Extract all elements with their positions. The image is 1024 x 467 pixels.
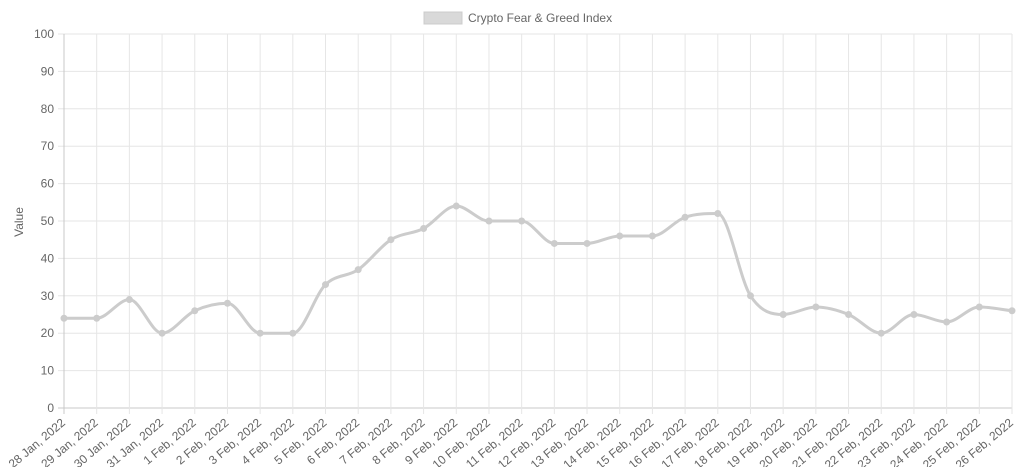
legend-label[interactable]: Crypto Fear & Greed Index: [468, 11, 612, 25]
data-point[interactable]: [779, 311, 787, 318]
series-line: [63, 204, 1013, 335]
data-point[interactable]: [845, 311, 853, 318]
legend[interactable]: Crypto Fear & Greed Index: [423, 11, 612, 25]
y-tick-label: 90: [41, 64, 55, 78]
data-point[interactable]: [583, 239, 591, 247]
grid: [58, 33, 1013, 414]
data-point[interactable]: [322, 281, 330, 289]
data-point[interactable]: [158, 329, 166, 337]
data-point[interactable]: [975, 303, 983, 311]
data-point[interactable]: [518, 217, 526, 225]
data-point[interactable]: [452, 202, 460, 210]
data-point[interactable]: [550, 239, 558, 247]
data-point[interactable]: [256, 329, 264, 337]
data-point[interactable]: [812, 303, 820, 311]
data-point[interactable]: [1008, 307, 1016, 315]
data-point[interactable]: [485, 217, 493, 225]
data-point[interactable]: [877, 329, 885, 337]
data-point[interactable]: [943, 318, 951, 326]
y-tick-label: 40: [41, 251, 55, 265]
y-tick-label: 10: [41, 364, 55, 378]
data-point[interactable]: [714, 210, 722, 218]
y-tick-label: 80: [41, 102, 55, 116]
data-point[interactable]: [648, 232, 656, 240]
legend-swatch[interactable]: [423, 11, 463, 25]
data-point[interactable]: [910, 311, 918, 318]
data-point[interactable]: [191, 307, 199, 315]
y-tick-label: 100: [34, 27, 54, 41]
data-point[interactable]: [420, 224, 428, 232]
data-point[interactable]: [125, 296, 133, 304]
data-point[interactable]: [387, 236, 395, 244]
data-point[interactable]: [354, 266, 362, 274]
data-point[interactable]: [616, 232, 624, 240]
y-tick-label: 0: [47, 401, 54, 415]
y-tick-label: 70: [41, 139, 55, 153]
data-point[interactable]: [60, 314, 68, 322]
data-point[interactable]: [681, 213, 689, 221]
y-axis-label: Value: [12, 207, 26, 237]
y-tick-label: 30: [41, 289, 55, 303]
y-tick-label: 50: [41, 214, 55, 228]
y-tick-label: 60: [41, 177, 55, 191]
data-point[interactable]: [746, 292, 754, 300]
data-point[interactable]: [93, 314, 101, 322]
series-group: [60, 202, 1016, 337]
data-point[interactable]: [223, 299, 231, 307]
data-point[interactable]: [289, 329, 297, 337]
y-axis-ticks: 0 10 20 30 40 50 60 70 80 90 100: [34, 27, 54, 415]
y-tick-label: 20: [41, 326, 55, 340]
